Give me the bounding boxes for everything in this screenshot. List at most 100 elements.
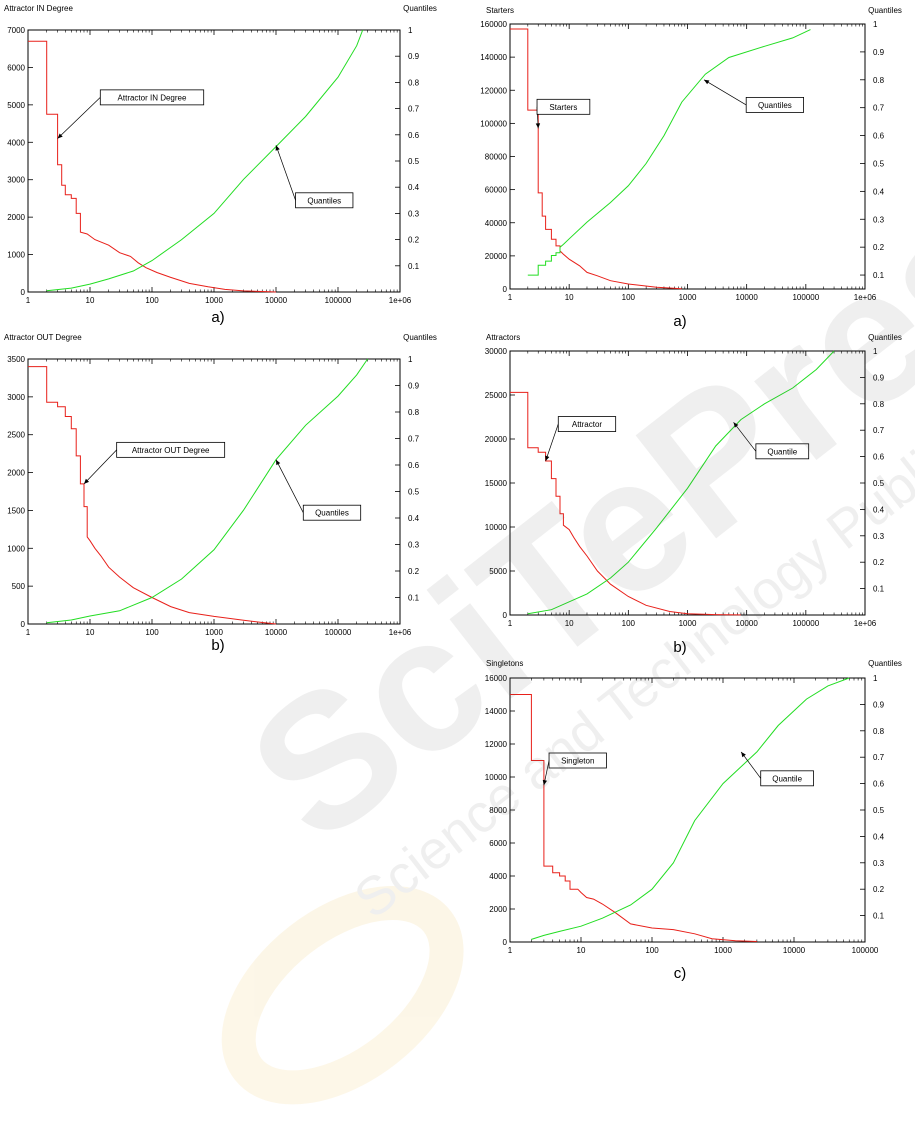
y-tick-label: 0	[503, 611, 508, 620]
y1-axis-label: Attractor IN Degree	[4, 4, 73, 13]
x-tick-label: 100	[622, 619, 636, 628]
y2-tick-label: 0.8	[873, 400, 885, 409]
y2-tick-label: 0.2	[408, 236, 420, 245]
y-tick-label: 160000	[480, 20, 507, 29]
y2-tick-label: 0.8	[408, 78, 420, 87]
y-tick-label: 25000	[485, 391, 508, 400]
y2-axis-label: Quantiles	[868, 659, 902, 668]
panel-caption: b)	[673, 639, 686, 656]
panel-caption: a)	[211, 309, 224, 326]
x-tick-label: 1	[26, 296, 31, 305]
annotation-label: Quantile	[767, 447, 797, 456]
annotation-arrowhead	[741, 751, 746, 758]
y2-tick-label: 0.3	[408, 541, 420, 550]
annotation-box	[99, 89, 205, 106]
y2-tick-label: 0.9	[873, 700, 885, 709]
y2-tick-label: 0.6	[873, 453, 885, 462]
annotation-box	[760, 770, 814, 787]
series-line	[531, 677, 850, 940]
annotation-box	[548, 752, 607, 769]
x-tick-label: 10000	[736, 619, 759, 628]
x-tick-label: 100	[145, 296, 159, 305]
x-tick-label: 10	[86, 296, 95, 305]
y-tick-label: 7000	[7, 26, 25, 35]
y2-axis-label: Quantiles	[868, 333, 902, 342]
series-line	[510, 391, 741, 616]
y-tick-label: 4000	[7, 138, 25, 147]
series-line	[28, 366, 277, 625]
y2-tick-label: 0.8	[873, 76, 885, 85]
y-tick-label: 8000	[489, 806, 507, 815]
panel-attractor-in: Attractor IN Degree Quantiles 1 10 100 1000 10…	[4, 4, 437, 326]
annotation-label: Attractor	[572, 420, 603, 429]
y2-tick-label: 0.1	[873, 271, 885, 280]
y2-tick-label: 0.3	[873, 532, 885, 541]
y2-tick-label: 0.7	[873, 104, 885, 113]
y2-tick-label: 0.8	[873, 727, 885, 736]
y2-tick-label: 0.7	[873, 753, 885, 762]
annotation-label: Quantiles	[315, 509, 349, 518]
x-tick-label: 1	[508, 293, 513, 302]
y2-tick-label: 0.1	[873, 585, 885, 594]
y-tick-label: 2500	[7, 431, 25, 440]
annotation-label: Attractor IN Degree	[118, 93, 187, 102]
y2-tick-label: 0.5	[408, 157, 420, 166]
plot-frame	[509, 23, 866, 290]
y-tick-label: 120000	[480, 86, 507, 95]
x-tick-label: 100	[622, 293, 636, 302]
x-tick-label: 1000	[679, 619, 697, 628]
x-tick-label: 10000	[783, 946, 806, 955]
annotation-box	[745, 96, 804, 113]
y-tick-label: 1500	[7, 506, 25, 515]
y-tick-label: 3000	[7, 393, 25, 402]
y2-tick-label: 0.1	[873, 912, 885, 921]
annotation-arrowhead	[733, 422, 739, 428]
y2-tick-label: 0.5	[408, 488, 420, 497]
x-tick-label: 10	[565, 293, 574, 302]
x-tick-label: 1e+06	[389, 628, 412, 637]
series-line	[527, 29, 811, 276]
y-tick-label: 16000	[485, 674, 508, 683]
x-tick-label: 10000	[265, 296, 288, 305]
y-tick-label: 5000	[7, 101, 25, 110]
y2-tick-label: 1	[873, 20, 878, 29]
y-tick-label: 2000	[7, 469, 25, 478]
y-tick-label: 12000	[485, 740, 508, 749]
x-tick-label: 10000	[265, 628, 288, 637]
y2-tick-label: 0.4	[873, 832, 885, 841]
x-tick-label: 1000	[714, 946, 732, 955]
x-tick-label: 1000	[205, 296, 223, 305]
annotation-box	[557, 416, 617, 432]
y-tick-label: 10000	[485, 773, 508, 782]
y2-tick-label: 1	[408, 355, 413, 364]
y-tick-label: 6000	[7, 63, 25, 72]
annotation-arrowhead	[275, 145, 280, 151]
y2-axis-label: Quantiles	[403, 4, 437, 13]
y-tick-label: 60000	[485, 186, 508, 195]
y2-tick-label: 0.7	[408, 105, 420, 114]
y-tick-label: 0	[503, 938, 508, 947]
y2-tick-label: 0.9	[408, 382, 420, 391]
annotation-arrow	[275, 459, 304, 513]
annotation-label: Singleton	[561, 757, 594, 766]
annotation-box	[302, 504, 362, 521]
x-tick-label: 100	[145, 628, 159, 637]
x-tick-label: 1000	[205, 628, 223, 637]
y-tick-label: 20000	[485, 252, 508, 261]
y2-tick-label: 0.2	[873, 558, 885, 567]
y-tick-label: 0	[503, 285, 508, 294]
x-tick-label: 10	[577, 946, 586, 955]
panel-caption: a)	[673, 313, 686, 330]
y-tick-label: 3500	[7, 355, 25, 364]
y-tick-label: 15000	[485, 479, 508, 488]
y1-axis-label: Singletons	[486, 659, 523, 668]
x-tick-label: 100000	[325, 628, 352, 637]
y2-tick-label: 0.3	[873, 215, 885, 224]
y-tick-label: 140000	[480, 53, 507, 62]
annotation-label: Quantiles	[758, 101, 792, 110]
x-tick-label: 100000	[325, 296, 352, 305]
y-tick-label: 0	[21, 288, 26, 297]
y2-tick-label: 0.2	[873, 243, 885, 252]
plot-frame	[509, 677, 866, 943]
